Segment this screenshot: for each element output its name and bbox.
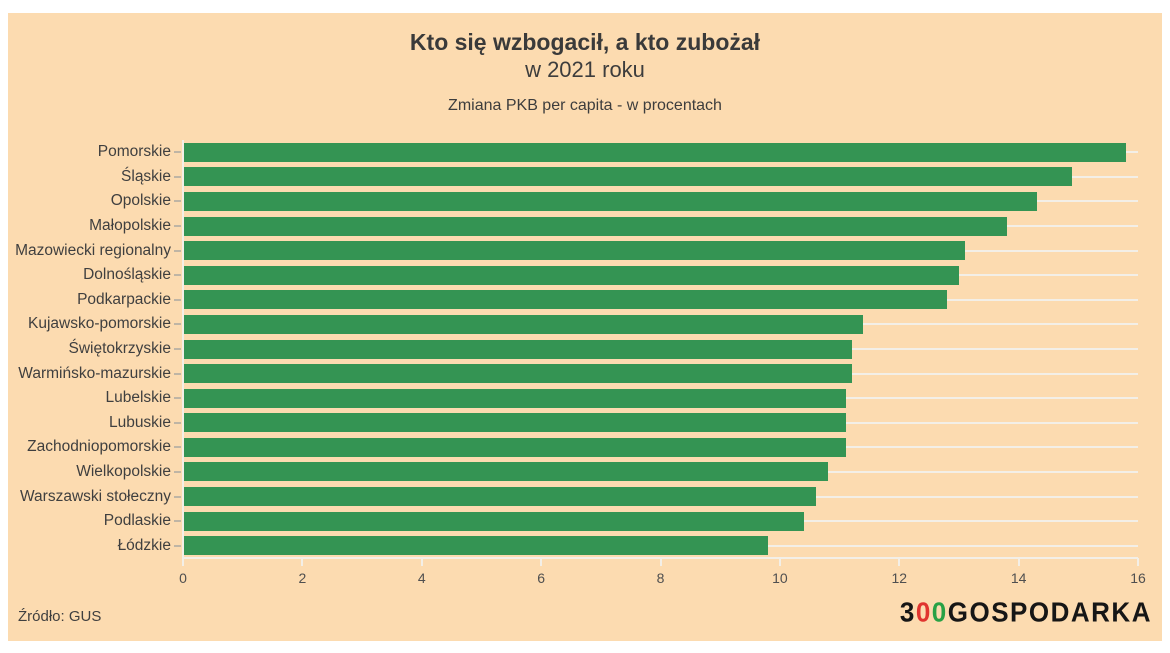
bar	[183, 364, 852, 384]
y-axis-tick	[174, 495, 181, 498]
x-axis-tick	[182, 558, 184, 566]
y-axis-label: Opolskie	[110, 192, 171, 210]
logo-wordmark: GOSPODARKA	[947, 596, 1152, 628]
x-axis-tick	[1137, 558, 1139, 566]
bar	[183, 142, 1127, 162]
chart-subtitle: Zmiana PKB per capita - w procentach	[448, 97, 722, 114]
bar	[183, 216, 1007, 236]
y-axis-tick	[174, 446, 181, 449]
y-axis-label: Dolnośląskie	[83, 266, 171, 284]
y-axis-label: Wielkopolskie	[76, 462, 171, 480]
x-axis-tick-label: 0	[179, 570, 187, 586]
bar	[183, 462, 828, 482]
x-axis-tick-label: 2	[298, 570, 307, 586]
y-axis-tick	[174, 323, 181, 326]
bar	[183, 290, 947, 310]
y-axis-tick	[174, 274, 181, 277]
x-axis-tick	[778, 558, 781, 566]
x-axis-tick-label: 14	[1010, 570, 1027, 586]
y-axis-tick	[174, 397, 181, 400]
logo-zero-red-icon: 0	[915, 596, 932, 628]
y-axis-tick	[174, 249, 181, 252]
plot-area: Pomorskie Śląskie Opolskie Małopolskie Mazow…	[15, 140, 1146, 586]
x-axis-tick-label: 8	[656, 570, 665, 586]
bar	[183, 241, 965, 261]
logo-zero-green-icon: 0	[931, 596, 948, 628]
chart-title-year: w 2021 roku	[525, 57, 645, 82]
x-axis-tick-label: 16	[1130, 570, 1146, 586]
y-axis-tick	[174, 225, 181, 228]
y-axis-label: Lubuskie	[108, 413, 171, 431]
y-axis-tick	[174, 151, 181, 154]
x-axis-tick	[301, 558, 304, 566]
zero-axis-line	[182, 140, 184, 558]
chart-panel: Kto się wzbogacił, a kto zubożał w 2021 …	[8, 13, 1162, 641]
y-axis-label: Zachodniopomorskie	[27, 438, 171, 456]
bar	[183, 536, 768, 556]
bar	[183, 388, 846, 408]
y-axis-label: Kujawsko-pomorskie	[28, 315, 171, 333]
x-axis-tick-label: 6	[537, 570, 546, 586]
y-axis-tick	[174, 298, 181, 301]
bar	[183, 167, 1073, 187]
bar	[183, 314, 864, 334]
y-axis-tick	[174, 348, 181, 350]
x-axis-tick	[659, 558, 662, 566]
y-axis-label: Pomorskie	[97, 143, 171, 161]
y-axis-label: Łódzkie	[117, 536, 171, 554]
bar	[183, 191, 1037, 211]
chart-header: Kto się wzbogacił, a kto zubożał w 2021 …	[8, 28, 1162, 115]
x-axis-tick-label: 10	[772, 570, 788, 586]
y-axis-label: Lubelskie	[105, 389, 172, 407]
y-axis-tick	[174, 200, 181, 203]
bar	[183, 339, 852, 359]
source-label: Źródło: GUS	[18, 608, 102, 625]
y-axis-tick	[174, 175, 181, 178]
y-axis-label: Podlaskie	[103, 512, 171, 530]
logo-digit-3: 3	[899, 596, 916, 628]
y-axis-label: Podkarpackie	[77, 290, 171, 308]
y-axis-tick	[174, 372, 181, 375]
y-axis-tick	[174, 421, 181, 424]
y-axis-label: Warszawski stołeczny	[19, 487, 171, 505]
bar	[183, 265, 959, 285]
x-axis-tick	[540, 558, 543, 566]
y-axis-label: Warmińsko-mazurskie	[18, 364, 171, 382]
x-axis-tick	[1017, 558, 1020, 566]
x-axis-tick-label: 12	[891, 570, 908, 586]
x-axis-tick	[420, 558, 423, 566]
y-axis-tick	[174, 470, 181, 473]
y-axis-label: Świętokrzyskie	[68, 340, 172, 357]
bar	[183, 487, 816, 507]
y-axis-tick	[174, 520, 181, 523]
chart-title: Kto się wzbogacił, a kto zubożał	[409, 29, 761, 55]
y-axis-label: Mazowiecki regionalny	[15, 241, 171, 259]
bar	[183, 413, 846, 433]
x-axis-tick	[898, 558, 901, 566]
bar	[183, 511, 804, 531]
bar	[183, 437, 846, 457]
y-axis-label: Małopolskie	[89, 217, 171, 235]
brand-logo: 300GOSPODARKA	[900, 596, 1152, 629]
x-axis-tick-label: 4	[417, 570, 426, 586]
y-axis-tick	[174, 544, 181, 547]
y-axis-label: Śląskie	[121, 167, 171, 185]
